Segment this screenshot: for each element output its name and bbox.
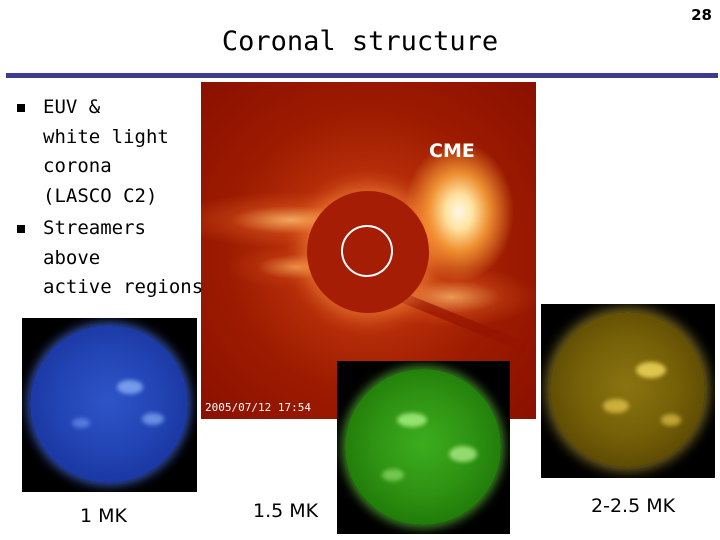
solar-limb-circle (341, 225, 393, 277)
image-timestamp: 2005/07/12 17:54 (205, 401, 311, 414)
cme-label: CME (429, 140, 475, 162)
bullet-text-line: corona (43, 155, 112, 177)
bullet-marker-icon (17, 225, 25, 233)
active-region (449, 446, 477, 462)
bullet-text-line: above (43, 246, 101, 269)
temperature-caption: 1 MK (80, 505, 127, 527)
active-region (72, 418, 90, 428)
eit-image-green (337, 361, 510, 534)
bullet-item: EUV & white light corona (LASCO C2) (14, 93, 204, 211)
active-region (636, 362, 666, 378)
title-divider (6, 73, 718, 78)
active-region (603, 399, 629, 413)
slide-number: 28 (691, 6, 712, 24)
page-title: Coronal structure (221, 26, 499, 57)
active-region (661, 414, 681, 426)
sun-disk (30, 325, 188, 483)
occulter-pylon (399, 292, 529, 353)
active-region (142, 413, 164, 425)
bullet-text-line: (LASCO C2) (43, 184, 158, 207)
bullet-list: EUV & white light corona (LASCO C2) Stre… (14, 93, 204, 306)
eit-image-blue (22, 318, 197, 492)
bullet-text-line: EUV & (43, 96, 101, 118)
active-region (397, 413, 427, 427)
temperature-caption: 1.5 MK (253, 500, 319, 522)
sun-disk (345, 369, 501, 525)
bullet-text-line: active regions (43, 276, 204, 298)
bullet-text-line: white light (43, 125, 169, 148)
temperature-caption: 2-2.5 MK (591, 495, 676, 517)
active-region (117, 380, 143, 394)
eit-image-gold (541, 304, 715, 478)
bullet-marker-icon (17, 104, 25, 112)
bullet-item: Streamers above active regions (14, 214, 204, 303)
active-region (382, 469, 404, 481)
sun-disk (550, 312, 705, 467)
bullet-text-line: Streamers (43, 217, 146, 239)
